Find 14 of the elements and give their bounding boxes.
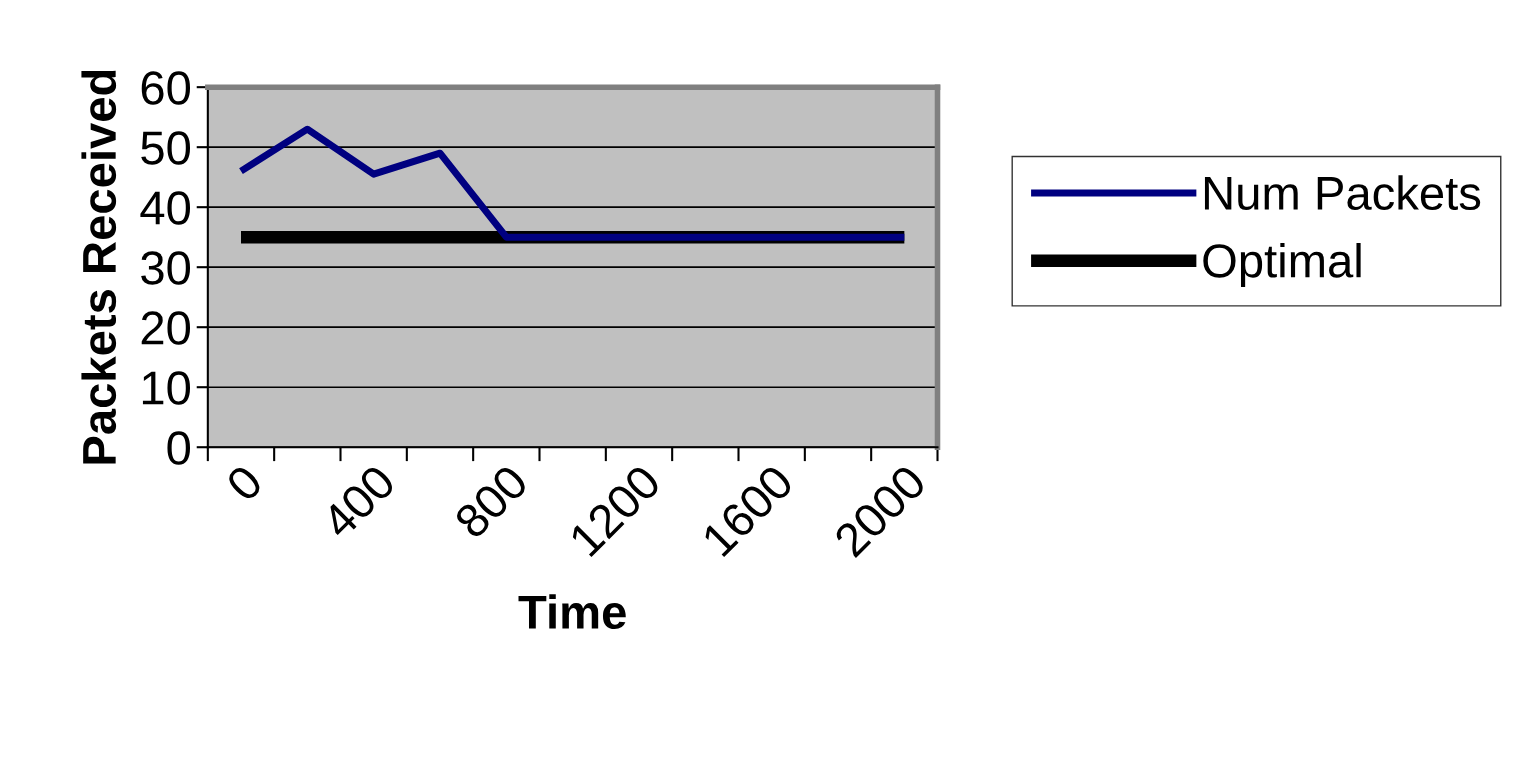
x-tick-label: 800	[452, 463, 530, 540]
y-tick-label: 10	[142, 371, 191, 405]
y-axis-title: Packets Received	[81, 70, 117, 464]
legend-label: Num Packets	[1204, 175, 1481, 211]
x-tick-label: 400	[319, 463, 397, 541]
y-tick-label: 30	[141, 251, 191, 285]
x-tick-label: 0	[224, 463, 265, 503]
y-tick-label: 20	[141, 311, 191, 345]
x-axis-title: Time	[518, 594, 626, 629]
y-tick-label: 40	[140, 191, 191, 225]
legend-label: Optimal	[1203, 243, 1361, 288]
y-tick-label: 0	[167, 431, 191, 465]
y-tick-label: 50	[141, 131, 191, 165]
y-tick-label: 60	[141, 71, 191, 105]
